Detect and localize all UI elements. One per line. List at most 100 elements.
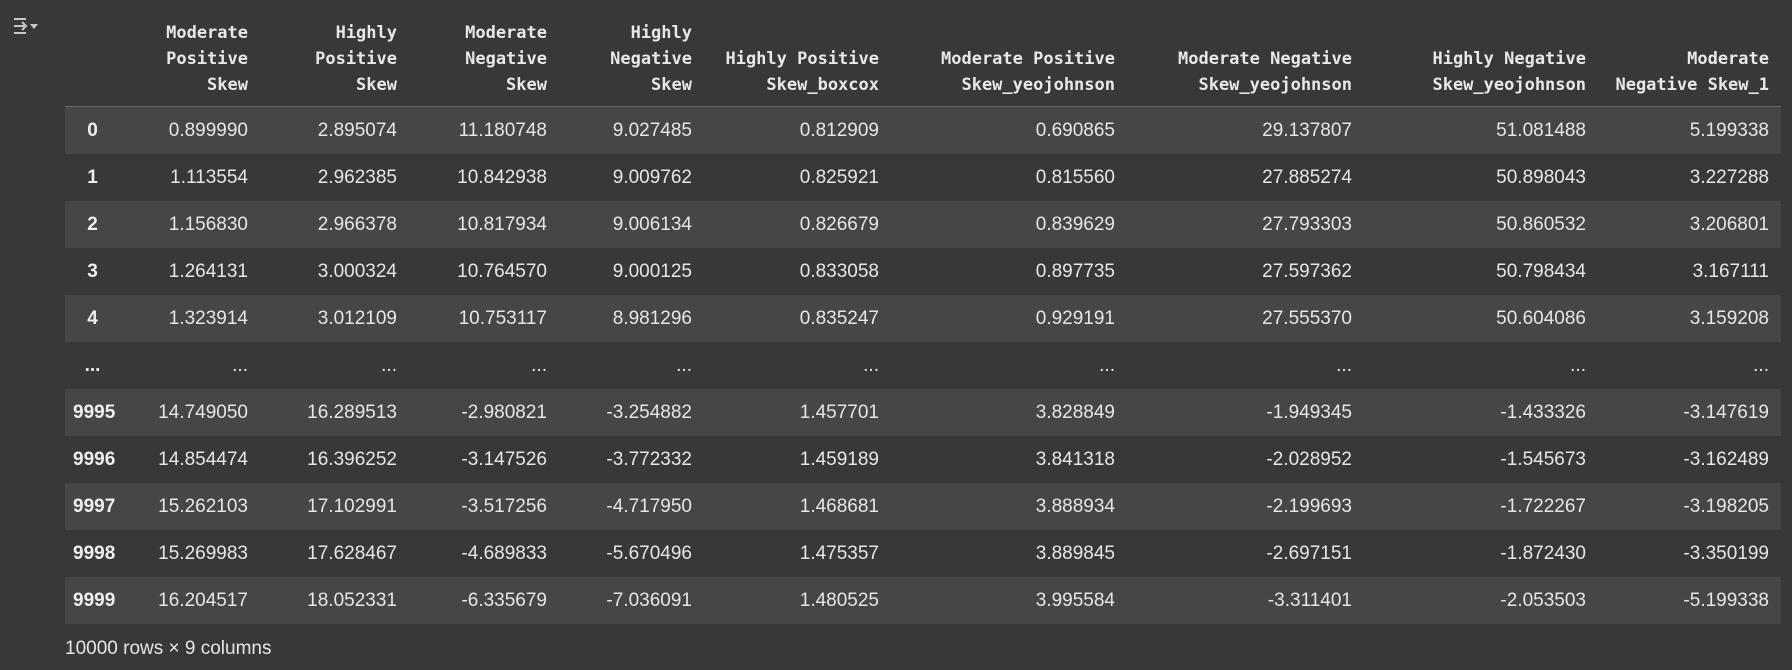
table-cell: -3.311401: [1267, 589, 1352, 611]
table-cell: 1.156830: [168, 213, 248, 235]
table-cell: 3.167111: [1692, 260, 1769, 282]
table-cell: 16.289513: [307, 401, 397, 423]
table-cell: -2.199693: [1266, 495, 1352, 517]
output-collapse-icon[interactable]: [10, 14, 42, 38]
row-index: 9996: [73, 448, 116, 470]
table-row: 3 1.264131 3.000324 10.764570 9.000125 0.8330…: [65, 248, 1781, 295]
column-header: Highly Negative Skew: [559, 12, 704, 107]
column-header: Moderate Positive Skew: [124, 12, 260, 107]
table-cell: 17.628467: [307, 542, 397, 564]
table-cell: 0.839629: [1035, 213, 1115, 235]
table-cell: 16.204517: [158, 589, 248, 611]
table-cell: 9.027485: [612, 119, 692, 141]
table-row: 9995 14.749050 16.289513 -2.980821 -3.254882…: [65, 389, 1781, 436]
table-cell: 0.835247: [799, 307, 879, 329]
table-cell: 0.825921: [799, 166, 879, 188]
table-cell: 3.841318: [1035, 448, 1115, 470]
table-cell: ...: [232, 354, 248, 376]
table-row: 9998 15.269983 17.628467 -4.689833 -5.670496…: [65, 530, 1781, 577]
table-cell: 10.842938: [457, 166, 547, 188]
table-header: Moderate Positive Skew Highly Positive Sk…: [65, 12, 1781, 107]
table-cell: 1.264131: [168, 260, 248, 282]
table-cell: 2.966378: [317, 213, 397, 235]
table-cell: 0.812909: [799, 119, 879, 141]
table-cell: 0.826679: [799, 213, 879, 235]
table-cell: 16.396252: [307, 448, 397, 470]
row-index: 4: [87, 307, 98, 329]
column-header: Moderate Negative Skew_1: [1598, 12, 1781, 107]
table-cell: 1.468681: [799, 495, 879, 517]
table-cell: ...: [863, 354, 879, 376]
row-index: 9999: [73, 589, 116, 611]
table-cell: -3.147526: [461, 448, 547, 470]
table-cell: 0.897735: [1035, 260, 1115, 282]
table-cell: 50.798434: [1496, 260, 1586, 282]
table-cell: -3.162489: [1683, 448, 1769, 470]
table-cell: 3.000324: [317, 260, 397, 282]
table-cell: 3.995584: [1035, 589, 1115, 611]
table-cell: ...: [531, 354, 547, 376]
table-cell: ...: [1336, 354, 1352, 376]
table-cell: -5.199338: [1683, 589, 1769, 611]
table-cell: 3.227288: [1689, 166, 1769, 188]
table-cell: -2.980821: [461, 401, 547, 423]
row-index: 9997: [73, 495, 116, 517]
table-cell: 0.815560: [1035, 166, 1115, 188]
row-index: 0: [87, 119, 98, 141]
row-index: 2: [87, 213, 98, 235]
table-cell: -2.053503: [1500, 589, 1586, 611]
dataframe-table: Moderate Positive Skew Highly Positive Sk…: [65, 12, 1781, 624]
table-cell: 1.459189: [799, 448, 879, 470]
table-cell: 10.817934: [457, 213, 547, 235]
index-header: [65, 12, 124, 107]
table-row: 1 1.113554 2.962385 10.842938 9.009762 0.8259…: [65, 154, 1781, 201]
table-cell: 2.962385: [317, 166, 397, 188]
row-index: 3: [87, 260, 98, 282]
table-cell: 5.199338: [1689, 119, 1769, 141]
table-cell: 50.860532: [1496, 213, 1586, 235]
column-header: Moderate Negative Skew_yeojohnson: [1127, 12, 1364, 107]
table-cell: 3.206801: [1689, 213, 1769, 235]
table-cell: -1.722267: [1500, 495, 1586, 517]
table-cell: -1.545673: [1500, 448, 1586, 470]
table-cell: -4.689833: [461, 542, 547, 564]
table-cell: 3.888934: [1035, 495, 1115, 517]
table-cell: 18.052331: [307, 589, 397, 611]
table-cell: 3.159208: [1689, 307, 1769, 329]
table-cell: ...: [381, 354, 397, 376]
table-cell: 1.323914: [168, 307, 248, 329]
table-cell: 9.000125: [612, 260, 692, 282]
table-cell: 9.006134: [612, 213, 692, 235]
table-cell: ...: [1570, 354, 1586, 376]
table-row: 2 1.156830 2.966378 10.817934 9.006134 0.8266…: [65, 201, 1781, 248]
table-cell: -5.670496: [606, 542, 692, 564]
table-cell: -1.433326: [1500, 401, 1586, 423]
table-cell: 15.269983: [158, 542, 248, 564]
table-cell: 1.113554: [170, 166, 248, 188]
table-cell: 1.480525: [799, 589, 879, 611]
dataframe-shape-label: 10000 rows × 9 columns: [65, 638, 272, 659]
table-cell: 3.828849: [1035, 401, 1115, 423]
table-cell: -3.198205: [1683, 495, 1769, 517]
table-cell: 50.604086: [1496, 307, 1586, 329]
table-row: 4 1.323914 3.012109 10.753117 8.981296 0.8352…: [65, 295, 1781, 342]
table-cell: -3.254882: [606, 401, 692, 423]
table-cell: -6.335679: [461, 589, 547, 611]
table-cell: -3.350199: [1683, 542, 1769, 564]
table-row: 0 0.899990 2.895074 11.180748 9.027485 0.8129…: [65, 106, 1781, 154]
table-cell: 0.690865: [1035, 119, 1115, 141]
table-cell: 27.885274: [1262, 166, 1352, 188]
column-header: Moderate Positive Skew_yeojohnson: [891, 12, 1127, 107]
row-index: 9998: [73, 542, 116, 564]
table-cell: 11.180748: [458, 119, 547, 141]
table-cell: 14.749050: [158, 401, 248, 423]
table-cell: 8.981296: [612, 307, 692, 329]
table-cell: 27.793303: [1262, 213, 1352, 235]
dataframe-output: Moderate Positive Skew Highly Positive Sk…: [65, 12, 1781, 624]
table-cell: 0.833058: [799, 260, 879, 282]
row-index: ...: [84, 354, 101, 376]
table-cell: 3.889845: [1035, 542, 1115, 564]
table-cell: 17.102991: [307, 495, 397, 517]
table-cell: -7.036091: [606, 589, 692, 611]
table-cell: 10.764570: [457, 260, 547, 282]
